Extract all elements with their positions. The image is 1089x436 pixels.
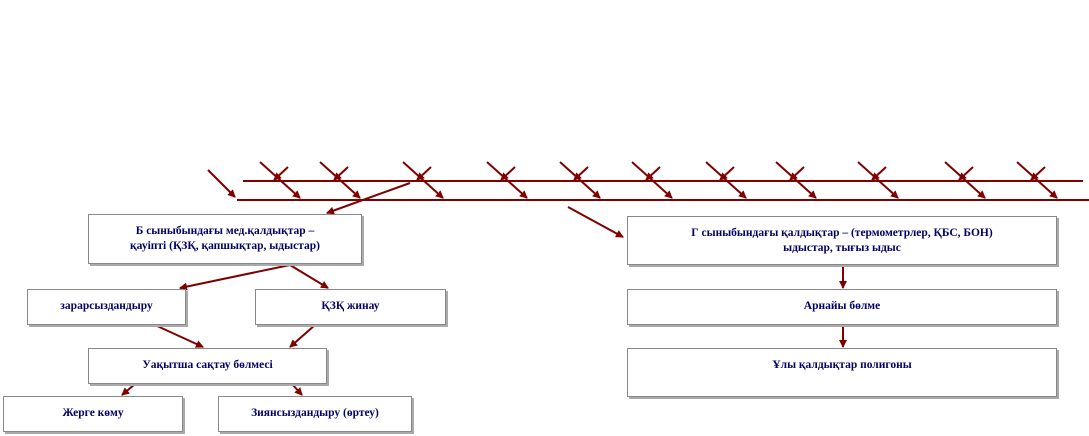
collection-box: ҚЗҚ жинау — [255, 289, 446, 325]
incineration-box: Зиянсыздандыру (өртеу) — [218, 396, 412, 432]
box-text: Б сыныбындағы мед.қалдықтар – — [135, 225, 315, 237]
box-text: Арнайы бөлме — [803, 300, 881, 312]
disinfection-box: зарарсыздандыру — [27, 289, 186, 325]
special-room-box: Арнайы бөлме — [627, 289, 1057, 325]
arrow — [719, 166, 735, 181]
box-text: ыдыстар, тығыз ыдыс — [783, 242, 901, 254]
class-g-box: Г сыныбындағы қалдықтар – (термометрлер,… — [627, 216, 1057, 265]
arrow — [416, 166, 432, 181]
arrow — [871, 166, 887, 181]
connector-lines — [121, 161, 1089, 396]
box-text: Зиянсыздандыру (өртеу) — [251, 407, 379, 419]
arrow — [573, 166, 589, 181]
arrow — [273, 166, 289, 181]
box-text: Уақытша сақтау бөлмесі — [142, 359, 273, 371]
arrow — [645, 166, 661, 181]
box-text: ҚЗҚ жинау — [321, 300, 380, 312]
class-b-box: Б сыныбындағы мед.қалдықтар – қауіпті (Қ… — [88, 214, 362, 264]
landfill-box: Ұлы қалдықтар полигоны — [627, 348, 1057, 397]
temp-storage-box: Уақытша сақтау бөлмесі — [88, 348, 327, 384]
box-text: қауіпті (ҚЗҚ, қапшықтар, ыдыстар) — [130, 240, 320, 252]
arrow — [1030, 166, 1046, 181]
arrow — [789, 166, 805, 181]
box-text: Г сыныбындағы қалдықтар – (термометрлер,… — [691, 227, 993, 239]
burial-box: Жерге көму — [3, 396, 183, 432]
box-text: зарарсыздандыру — [60, 300, 153, 312]
arrow — [333, 166, 349, 181]
arrow — [958, 166, 974, 181]
box-text: Ұлы қалдықтар полигоны — [772, 359, 912, 371]
arrow — [500, 166, 516, 181]
box-text: Жерге көму — [62, 407, 124, 419]
